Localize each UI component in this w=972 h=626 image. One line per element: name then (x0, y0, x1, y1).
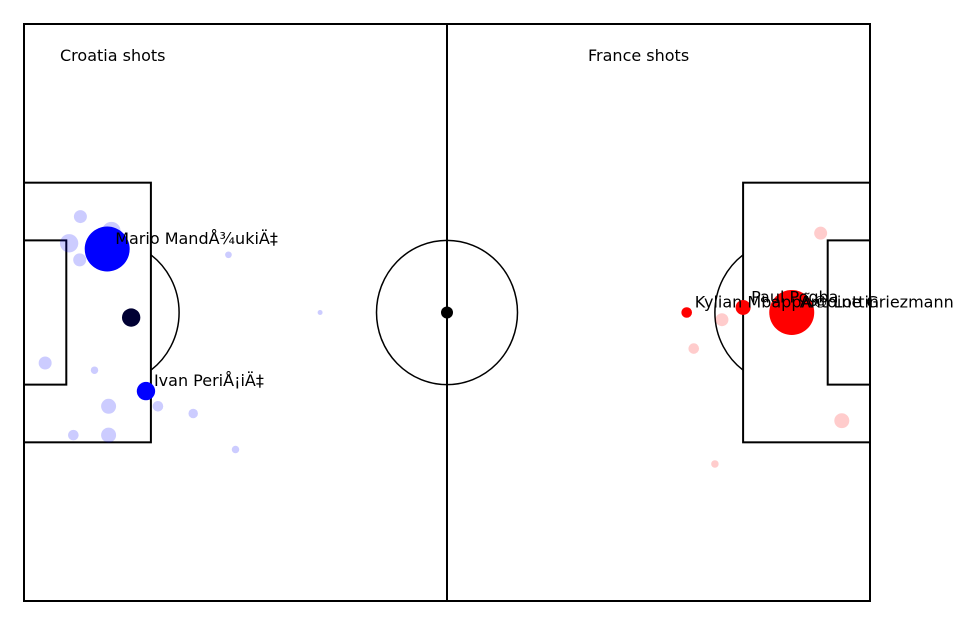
player-label: Mario MandÅ¾ukiÄ‡ (115, 229, 278, 248)
shot-marker-france (715, 313, 729, 327)
six-yard-box-right (826, 239, 872, 386)
team-title-france: France shots (588, 46, 689, 65)
pitch-lines (23, 23, 872, 602)
shot-marker-croatia (90, 366, 99, 374)
centre-spot (441, 306, 453, 319)
shot-marker-france (834, 413, 850, 429)
centre-circle (375, 239, 519, 386)
shot-marker-croatia (59, 234, 79, 253)
six-yard-box-left (23, 239, 68, 386)
goal-marker-france (769, 290, 815, 335)
shot-labels: Mario MandÅ¾ukiÄ‡ Ivan PeriÅ¡iÄ‡ Antoine G… (115, 229, 954, 390)
penalty-arc-left (150, 254, 180, 371)
player-label: Paul Pogba (751, 287, 838, 306)
goal-marker-france (735, 299, 751, 315)
shot-marker-croatia (73, 253, 87, 267)
shot-marker-croatia (152, 400, 164, 412)
shot-marker-croatia (225, 251, 232, 259)
shot-marker-croatia (68, 429, 79, 441)
shot-marker-croatia (38, 356, 52, 370)
penalty-arc-right (714, 254, 744, 371)
goal-marker-croatia (136, 381, 156, 401)
shot-marker-croatia (101, 427, 117, 443)
team-titles: Croatia shots France shots (60, 46, 689, 65)
player-label: Antoine Griezmann (800, 293, 954, 312)
goal-marker-croatia (84, 226, 130, 272)
team-title-croatia: Croatia shots (60, 46, 165, 65)
goal-marker-croatia (121, 308, 141, 327)
player-label: Kylian MbappÃ© Lottin (695, 293, 879, 312)
player-label: Ivan PeriÅ¡iÄ‡ (154, 371, 264, 390)
shot-markers (38, 210, 850, 468)
shot-marker-croatia (101, 398, 117, 414)
shot-marker-croatia (231, 445, 240, 454)
shot-marker-france (688, 343, 700, 354)
shot-marker-croatia (317, 310, 323, 315)
shot-marker-france (814, 226, 828, 240)
shot-marker-croatia (188, 408, 198, 419)
goal-marker-france (681, 307, 692, 318)
shot-marker-france (711, 460, 719, 468)
shot-marker-croatia (73, 210, 87, 224)
